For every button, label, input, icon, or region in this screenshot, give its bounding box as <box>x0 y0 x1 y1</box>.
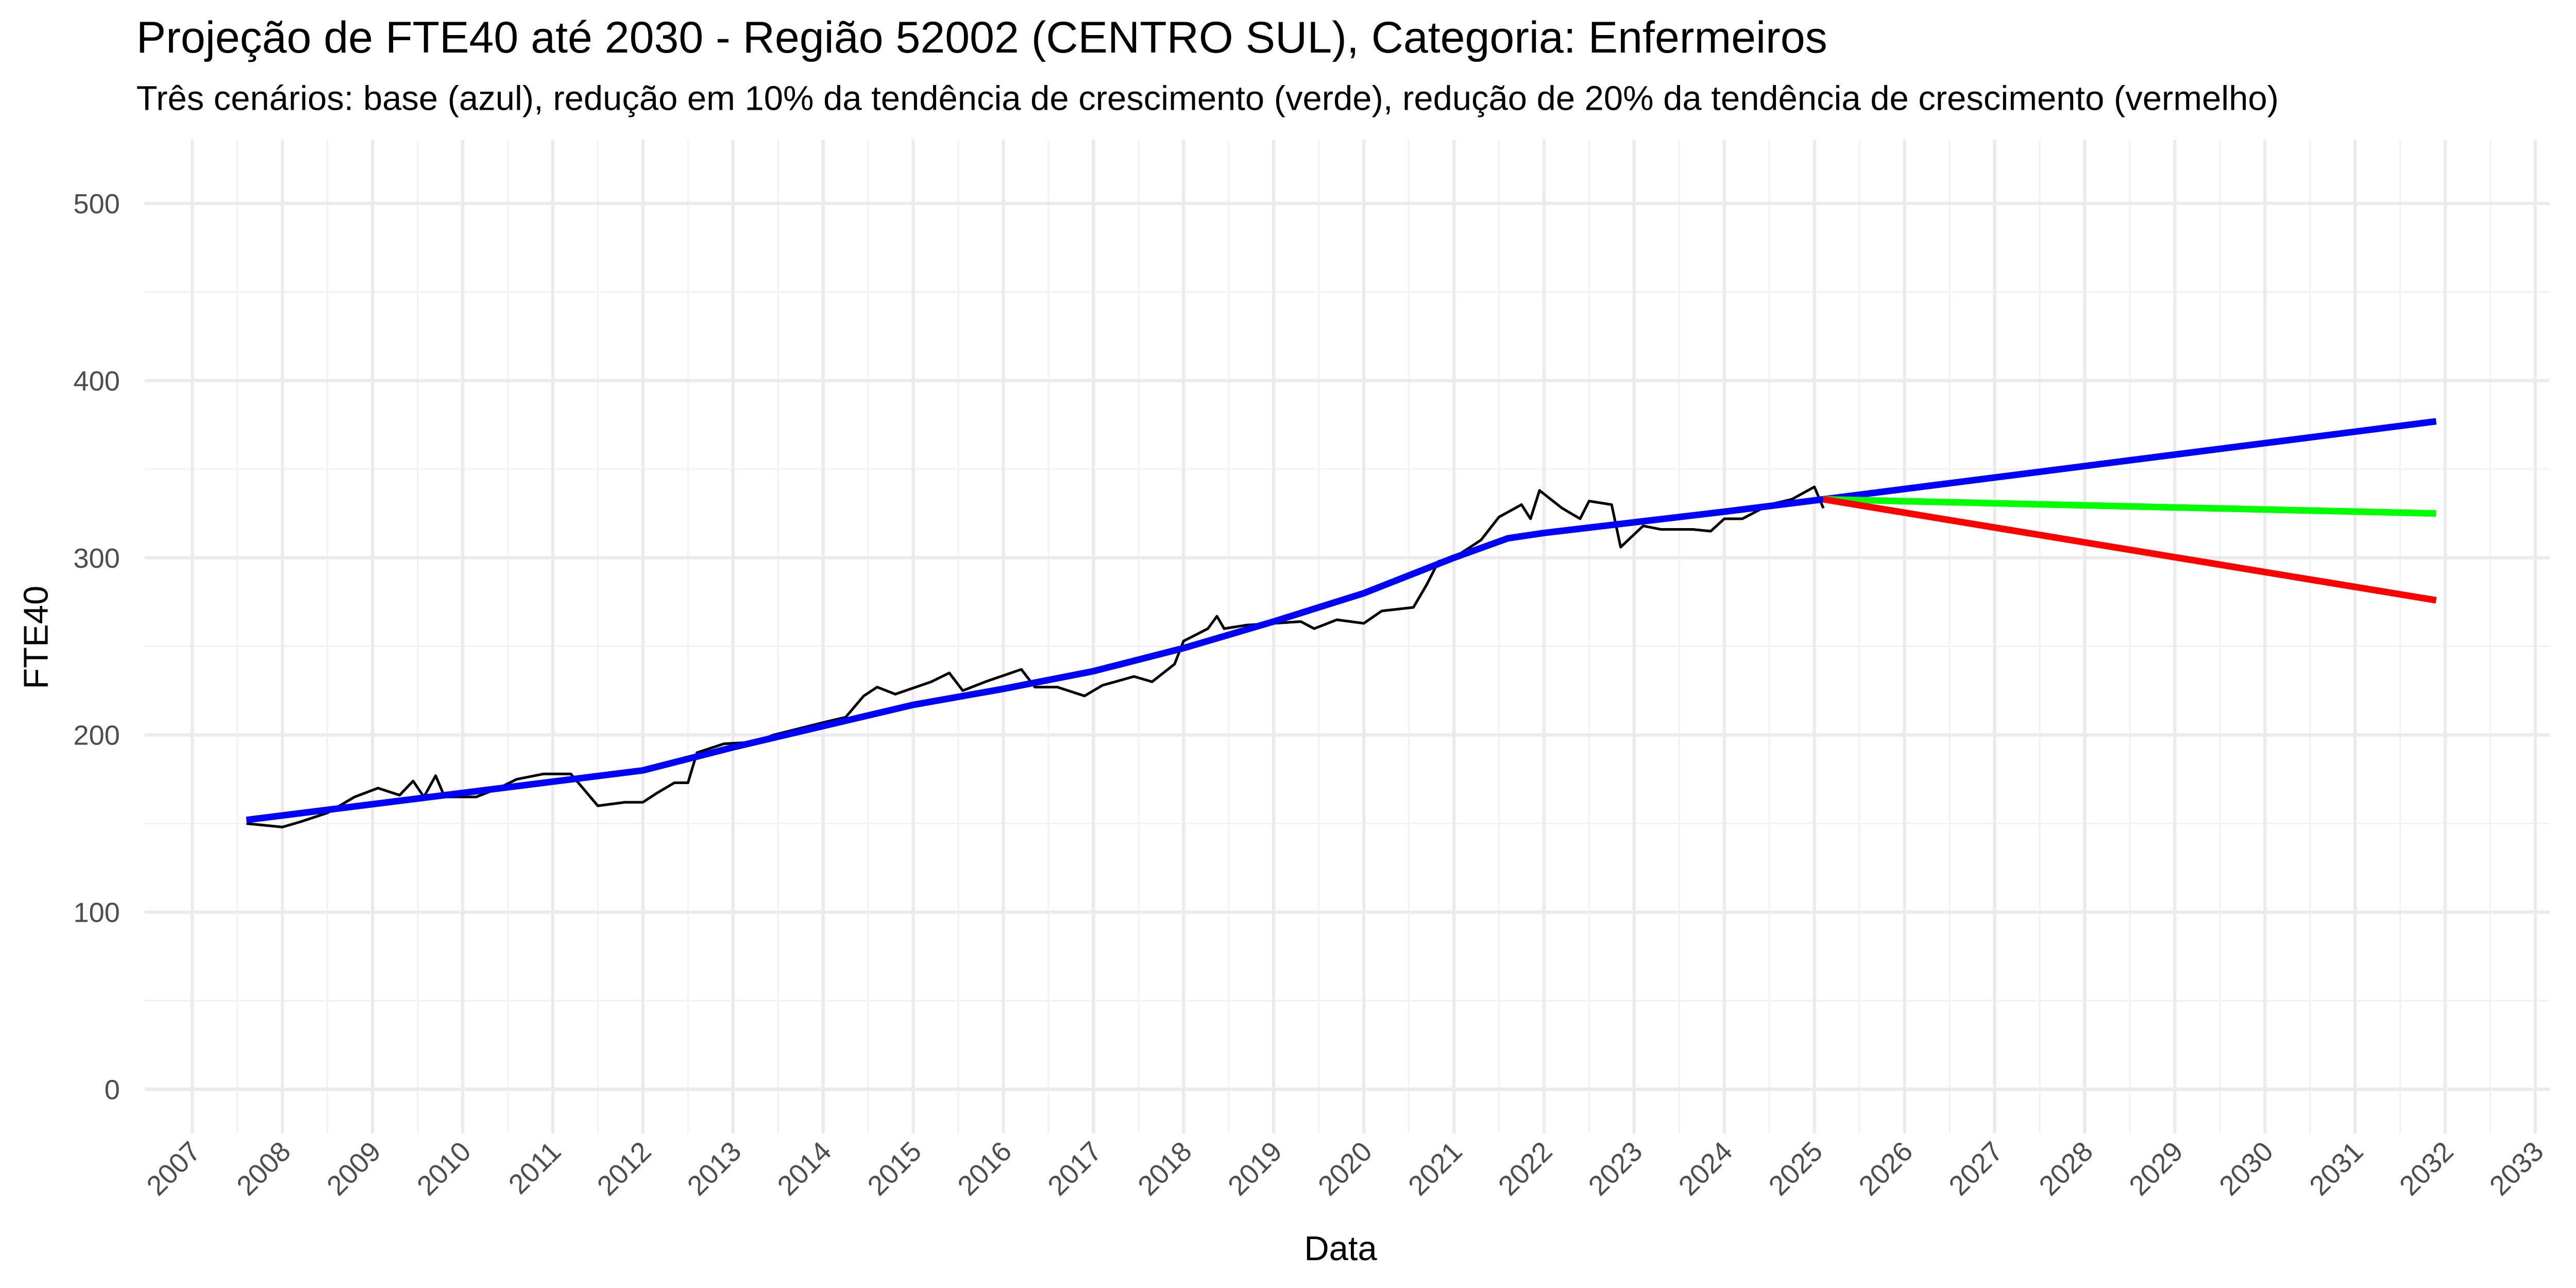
x-tick-label: 2011 <box>503 1136 567 1200</box>
grid <box>144 140 2550 1134</box>
x-tick-label: 2019 <box>1222 1136 1288 1202</box>
x-tick-label: 2023 <box>1583 1136 1649 1202</box>
x-tick-label: 2025 <box>1763 1136 1829 1202</box>
x-tick-label: 2020 <box>1312 1136 1378 1202</box>
y-axis-title: FTE40 <box>16 586 55 689</box>
series-line <box>1823 496 2437 604</box>
x-tick-label: 2026 <box>1853 1136 1919 1202</box>
x-tick-label: 2022 <box>1493 1136 1558 1202</box>
x-tick-label: 2008 <box>231 1136 297 1202</box>
x-tick-label: 2029 <box>2123 1136 2189 1202</box>
y-tick-label: 300 <box>73 543 120 574</box>
x-tick-label: 2021 <box>1402 1136 1468 1202</box>
x-tick-label: 2007 <box>141 1136 207 1202</box>
x-tick-label: 2024 <box>1673 1136 1739 1202</box>
chart-subtitle: Três cenários: base (azul), redução em 1… <box>137 79 2279 118</box>
series-line <box>1823 496 2436 517</box>
x-tick-label: 2015 <box>862 1136 928 1202</box>
y-tick-label: 100 <box>73 897 120 928</box>
axes: 0 100 200 300 400 500 2007 2008 2009 2010 2011 2012… <box>73 189 2549 1201</box>
x-tick-label: 2031 <box>2303 1136 2369 1202</box>
y-tick-label: 500 <box>73 189 120 219</box>
x-axis-title: Data <box>1304 1229 1377 1268</box>
x-tick-label: 2010 <box>411 1136 477 1202</box>
x-tick-label: 2028 <box>2033 1136 2099 1202</box>
series-line <box>246 418 2437 823</box>
x-tick-label: 2018 <box>1132 1136 1198 1202</box>
series-line <box>246 485 1825 828</box>
x-tick-label: 2027 <box>1943 1136 2009 1202</box>
x-tick-label: 2033 <box>2484 1136 2550 1202</box>
plot-area <box>246 418 2437 828</box>
x-tick-label: 2017 <box>1042 1136 1108 1202</box>
y-tick-label: 400 <box>73 366 120 397</box>
x-tick-label: 2014 <box>772 1136 838 1202</box>
chart-title: Projeção de FTE40 até 2030 - Região 5200… <box>137 13 1827 62</box>
y-tick-label: 200 <box>73 720 120 751</box>
x-tick-label: 2030 <box>2213 1136 2279 1202</box>
x-tick-label: 2016 <box>952 1136 1018 1202</box>
x-tick-label: 2012 <box>591 1136 657 1202</box>
x-tick-label: 2009 <box>321 1136 387 1202</box>
x-tick-label: 2032 <box>2394 1136 2460 1202</box>
y-tick-label: 0 <box>105 1074 120 1105</box>
x-tick-label: 2013 <box>682 1136 748 1202</box>
